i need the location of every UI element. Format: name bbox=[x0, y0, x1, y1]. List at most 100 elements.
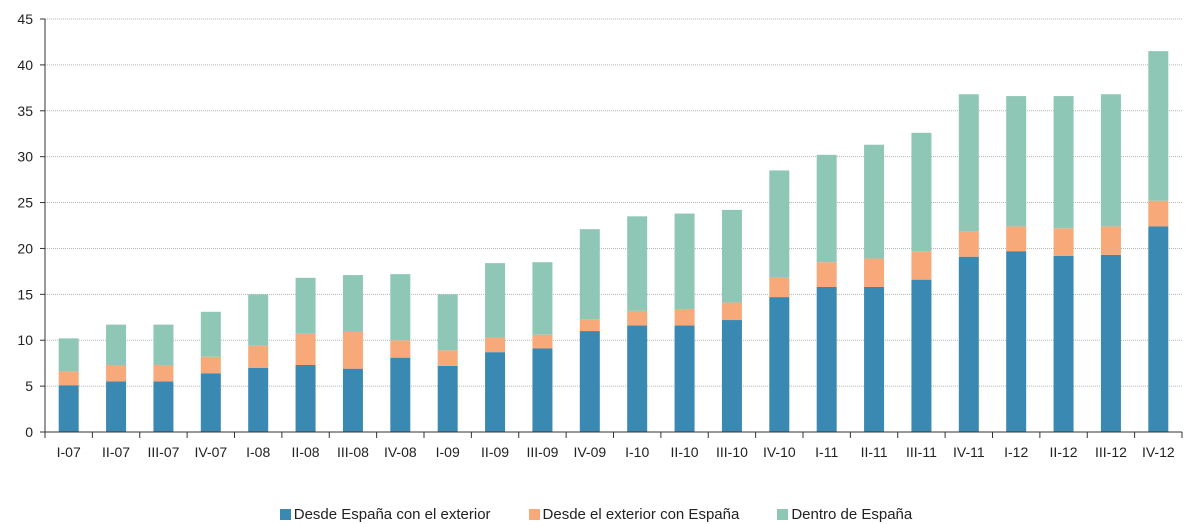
legend-item-series-2: Dentro de España bbox=[777, 506, 912, 523]
x-tick-label-I-11: I-11 bbox=[815, 444, 838, 460]
bar-III-07-series-2 bbox=[153, 324, 174, 366]
x-tick-label-IV-12: IV-12 bbox=[1142, 444, 1175, 460]
bar-III-07-series-0 bbox=[153, 381, 174, 432]
bar-III-11-series-0 bbox=[911, 279, 932, 432]
x-tick-label-I-10: I-10 bbox=[625, 444, 649, 460]
bar-I-12-series-0 bbox=[1006, 251, 1027, 432]
bar-I-08-series-1 bbox=[248, 345, 269, 368]
bar-I-07-series-1 bbox=[58, 371, 79, 386]
y-tick-label-10: 10 bbox=[17, 332, 33, 348]
bar-I-12-series-1 bbox=[1006, 226, 1027, 252]
bar-IV-07-series-1 bbox=[200, 356, 221, 374]
bar-I-10-series-1 bbox=[627, 310, 648, 326]
x-tick-label-I-12: I-12 bbox=[1004, 444, 1028, 460]
bar-II-11-series-0 bbox=[864, 286, 885, 432]
legend: Desde España con el exterior Desde el ex… bbox=[0, 506, 1192, 523]
x-tick-label-III-07: III-07 bbox=[147, 444, 179, 460]
bar-IV-11-series-2 bbox=[958, 94, 979, 232]
x-tick-label-II-11: II-11 bbox=[861, 444, 888, 460]
bar-II-09-series-0 bbox=[485, 352, 506, 432]
bar-I-09-series-2 bbox=[437, 294, 458, 351]
bar-III-07-series-1 bbox=[153, 365, 174, 382]
bar-II-11-series-2 bbox=[864, 144, 885, 259]
bar-I-07-series-0 bbox=[58, 385, 79, 432]
bar-II-12-series-2 bbox=[1053, 96, 1074, 229]
x-tick-label-II-12: II-12 bbox=[1050, 444, 1078, 460]
bar-III-10-series-2 bbox=[721, 209, 742, 303]
bar-IV-10-series-2 bbox=[769, 170, 790, 278]
bar-IV-12-series-2 bbox=[1148, 51, 1169, 201]
axes bbox=[40, 18, 1183, 438]
legend-swatch-series-2 bbox=[777, 509, 789, 520]
bar-II-11-series-1 bbox=[864, 258, 885, 287]
y-tick-label-5: 5 bbox=[25, 378, 33, 394]
x-tick-label-IV-09: IV-09 bbox=[573, 444, 606, 460]
bar-I-09-series-1 bbox=[437, 350, 458, 366]
legend-label-series-2: Dentro de España bbox=[791, 506, 913, 523]
x-tick-label-II-07: II-07 bbox=[102, 444, 130, 460]
bar-III-08-series-1 bbox=[342, 331, 363, 369]
bar-IV-11-series-1 bbox=[958, 231, 979, 257]
bar-III-09-series-2 bbox=[532, 262, 553, 335]
bar-IV-08-series-1 bbox=[390, 340, 411, 358]
bar-IV-08-series-0 bbox=[390, 357, 411, 432]
bar-III-09-series-1 bbox=[532, 334, 553, 349]
y-tick-label-15: 15 bbox=[17, 286, 33, 302]
bar-II-07-series-1 bbox=[106, 365, 127, 382]
bar-III-09-series-0 bbox=[532, 348, 553, 432]
bar-II-10-series-1 bbox=[674, 309, 695, 326]
y-tick-label-0: 0 bbox=[25, 424, 33, 440]
x-tick-label-IV-07: IV-07 bbox=[194, 444, 227, 460]
bar-I-08-series-2 bbox=[248, 294, 269, 346]
gridlines bbox=[45, 18, 1182, 387]
bar-III-12-series-2 bbox=[1100, 94, 1121, 227]
bar-IV-07-series-2 bbox=[200, 311, 221, 357]
bar-IV-09-series-1 bbox=[579, 319, 600, 332]
bar-III-08-series-0 bbox=[342, 368, 363, 432]
legend-label-series-1: Desde el exterior con España bbox=[542, 506, 740, 523]
bar-III-12-series-1 bbox=[1100, 226, 1121, 255]
bar-III-11-series-2 bbox=[911, 132, 932, 252]
bar-IV-10-series-0 bbox=[769, 297, 790, 432]
bar-I-07-series-2 bbox=[58, 338, 79, 372]
x-tick-label-III-09: III-09 bbox=[526, 444, 558, 460]
bar-I-08-series-0 bbox=[248, 367, 269, 432]
bar-I-11-series-2 bbox=[816, 154, 837, 263]
bar-I-10-series-0 bbox=[627, 325, 648, 432]
bar-III-08-series-2 bbox=[342, 275, 363, 332]
bar-II-07-series-2 bbox=[106, 324, 127, 366]
bar-IV-09-series-2 bbox=[579, 229, 600, 320]
x-tick-label-III-11: III-11 bbox=[906, 444, 937, 460]
x-tick-label-IV-10: IV-10 bbox=[763, 444, 796, 460]
legend-item-series-1: Desde el exterior con España bbox=[528, 506, 740, 523]
y-tick-label-40: 40 bbox=[17, 57, 33, 73]
bar-IV-09-series-0 bbox=[579, 331, 600, 432]
bar-IV-07-series-0 bbox=[200, 373, 221, 432]
bar-III-11-series-1 bbox=[911, 251, 932, 280]
bar-II-08-series-2 bbox=[295, 277, 316, 334]
bar-II-08-series-1 bbox=[295, 333, 316, 366]
legend-swatch-series-1 bbox=[528, 509, 540, 520]
bar-II-12-series-1 bbox=[1053, 228, 1074, 256]
legend-swatch-series-0 bbox=[279, 509, 291, 520]
y-tick-label-35: 35 bbox=[17, 103, 33, 119]
bar-I-10-series-2 bbox=[627, 216, 648, 311]
bar-I-11-series-1 bbox=[816, 262, 837, 287]
bar-III-10-series-0 bbox=[721, 320, 742, 432]
y-tick-label-20: 20 bbox=[17, 240, 33, 256]
bar-IV-12-series-0 bbox=[1148, 226, 1169, 432]
bar-IV-11-series-0 bbox=[958, 256, 979, 432]
x-tick-label-IV-08: IV-08 bbox=[384, 444, 417, 460]
x-tick-label-I-09: I-09 bbox=[436, 444, 460, 460]
x-tick-labels: I-07 II-07 III-07 IV-07 I-08 II-08 III-08 IV-08… bbox=[57, 444, 1175, 460]
x-tick-label-III-08: III-08 bbox=[337, 444, 369, 460]
x-tick-label-II-09: II-09 bbox=[481, 444, 509, 460]
bar-II-10-series-0 bbox=[674, 325, 695, 432]
bar-II-12-series-0 bbox=[1053, 255, 1074, 432]
x-tick-label-III-10: III-10 bbox=[716, 444, 748, 460]
bar-IV-10-series-1 bbox=[769, 277, 790, 298]
bar-II-07-series-0 bbox=[106, 381, 127, 432]
x-tick-label-I-07: I-07 bbox=[57, 444, 81, 460]
x-tick-label-II-08: II-08 bbox=[292, 444, 320, 460]
